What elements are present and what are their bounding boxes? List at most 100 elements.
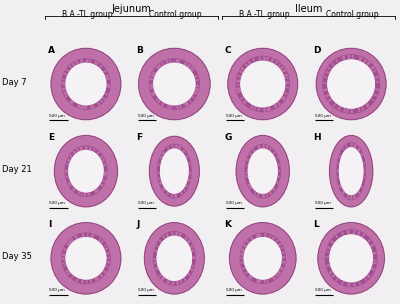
Text: 500 μm: 500 μm [49, 114, 65, 118]
Ellipse shape [330, 235, 372, 282]
Ellipse shape [54, 136, 118, 207]
Polygon shape [189, 95, 190, 96]
Polygon shape [256, 234, 260, 246]
Polygon shape [80, 184, 84, 196]
Text: K: K [224, 220, 232, 229]
Polygon shape [161, 268, 169, 281]
Ellipse shape [241, 61, 284, 107]
Polygon shape [331, 268, 341, 278]
Polygon shape [254, 182, 259, 195]
Polygon shape [63, 248, 76, 254]
Polygon shape [267, 147, 272, 157]
Polygon shape [64, 72, 72, 78]
Polygon shape [269, 58, 274, 68]
Ellipse shape [241, 61, 284, 107]
Polygon shape [157, 77, 158, 78]
Polygon shape [101, 247, 108, 252]
Polygon shape [88, 59, 92, 67]
Polygon shape [359, 174, 365, 178]
Ellipse shape [318, 223, 384, 294]
Polygon shape [337, 162, 344, 167]
Polygon shape [68, 178, 78, 187]
Ellipse shape [228, 48, 298, 120]
Ellipse shape [154, 64, 195, 105]
Polygon shape [270, 271, 276, 280]
Polygon shape [98, 263, 109, 268]
Ellipse shape [328, 60, 374, 108]
Polygon shape [239, 70, 245, 74]
Polygon shape [88, 147, 92, 160]
Ellipse shape [240, 233, 285, 283]
Polygon shape [176, 59, 180, 72]
Polygon shape [240, 261, 250, 264]
Polygon shape [372, 88, 379, 91]
Polygon shape [325, 256, 336, 258]
Ellipse shape [157, 237, 191, 280]
Polygon shape [341, 159, 342, 164]
Polygon shape [160, 155, 168, 164]
Ellipse shape [139, 48, 210, 120]
Polygon shape [367, 91, 378, 97]
Polygon shape [357, 275, 362, 285]
Ellipse shape [51, 48, 121, 120]
Polygon shape [62, 87, 72, 91]
Polygon shape [169, 59, 172, 70]
Polygon shape [171, 232, 173, 239]
Polygon shape [94, 97, 100, 105]
Polygon shape [186, 178, 190, 182]
Polygon shape [362, 164, 363, 167]
Ellipse shape [245, 144, 280, 198]
Polygon shape [267, 184, 272, 195]
Polygon shape [169, 95, 173, 109]
Polygon shape [72, 181, 80, 192]
Polygon shape [184, 91, 195, 99]
Polygon shape [329, 88, 330, 94]
Ellipse shape [325, 230, 377, 287]
Polygon shape [155, 90, 167, 101]
Polygon shape [357, 188, 361, 195]
Polygon shape [98, 260, 110, 264]
Polygon shape [357, 280, 360, 281]
Polygon shape [101, 91, 108, 96]
Polygon shape [362, 239, 371, 248]
Polygon shape [63, 90, 71, 95]
Polygon shape [360, 233, 365, 241]
Polygon shape [62, 253, 72, 257]
Polygon shape [240, 67, 251, 75]
Polygon shape [101, 257, 110, 259]
Polygon shape [265, 271, 269, 283]
Polygon shape [335, 275, 340, 282]
Ellipse shape [337, 143, 365, 199]
Polygon shape [87, 185, 91, 196]
Polygon shape [62, 261, 71, 264]
Polygon shape [370, 98, 375, 102]
Polygon shape [363, 100, 370, 108]
Ellipse shape [62, 233, 110, 283]
Polygon shape [250, 101, 256, 109]
Polygon shape [275, 175, 276, 180]
Polygon shape [78, 189, 80, 191]
Polygon shape [242, 97, 244, 99]
Polygon shape [273, 66, 284, 75]
Text: Day 35: Day 35 [2, 252, 32, 261]
Text: B.A.-TL group: B.A.-TL group [62, 10, 113, 19]
Text: I: I [48, 220, 51, 229]
Polygon shape [95, 238, 102, 246]
Polygon shape [96, 181, 99, 185]
Polygon shape [242, 265, 249, 270]
Polygon shape [100, 85, 110, 88]
Ellipse shape [161, 149, 188, 193]
Polygon shape [62, 78, 75, 82]
Ellipse shape [244, 238, 281, 279]
Polygon shape [98, 69, 107, 76]
Polygon shape [80, 100, 84, 109]
Polygon shape [359, 236, 363, 238]
Polygon shape [257, 189, 260, 197]
Polygon shape [188, 249, 194, 253]
Polygon shape [79, 147, 84, 157]
Polygon shape [182, 185, 184, 188]
Polygon shape [363, 275, 368, 282]
Ellipse shape [230, 223, 296, 294]
Polygon shape [331, 264, 332, 267]
Polygon shape [100, 84, 110, 87]
